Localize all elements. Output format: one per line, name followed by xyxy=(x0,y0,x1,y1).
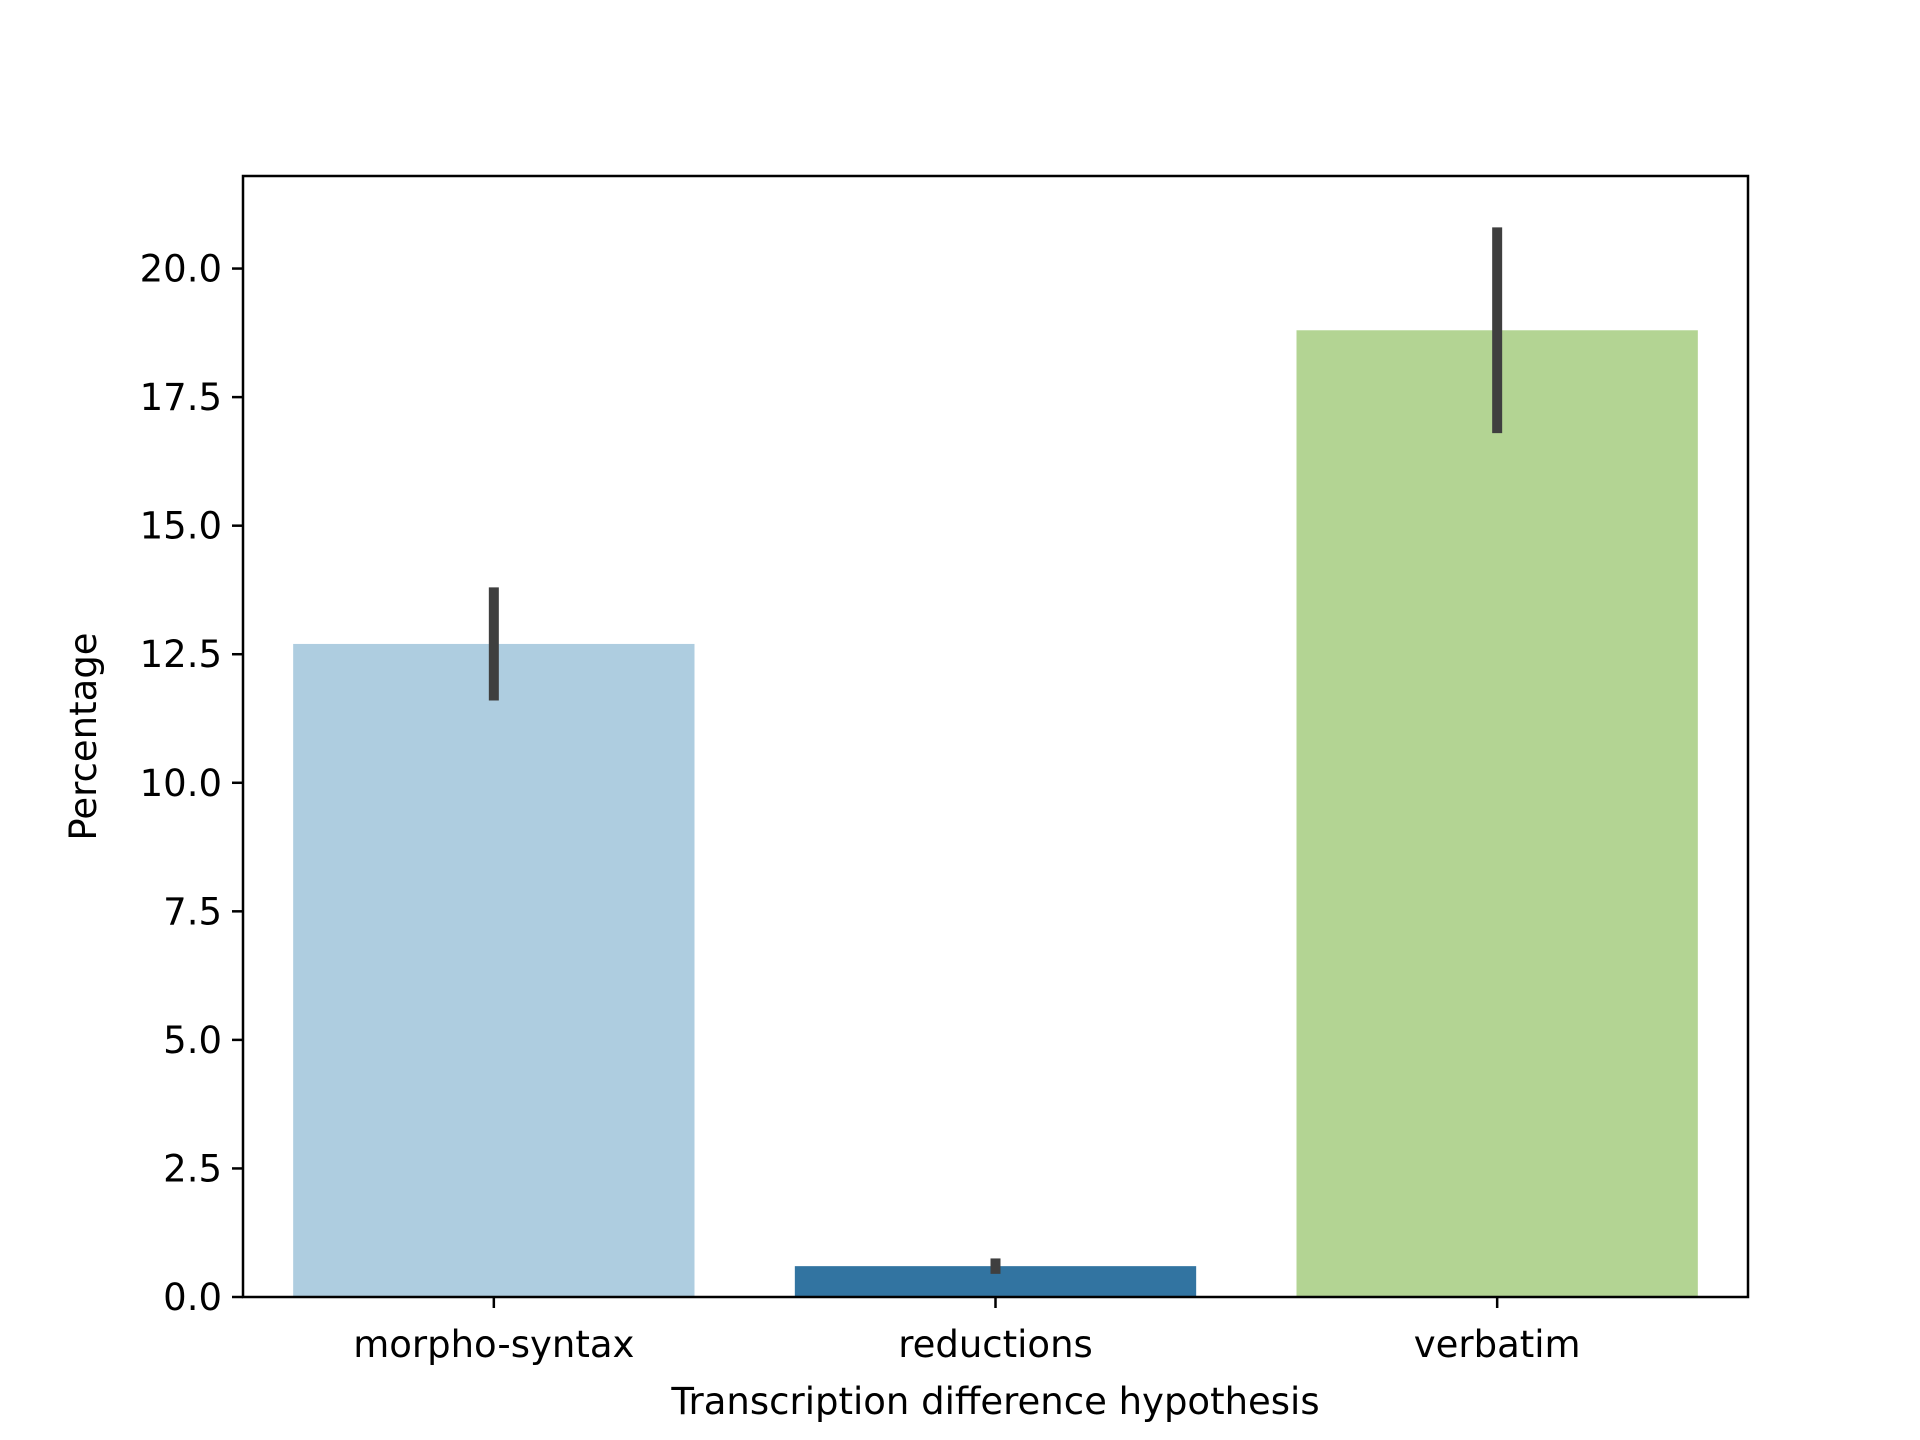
y-axis-ticks: 0.0 2.5 5.0 7.5 10.0 12.5 15.0 17.5 20.0 xyxy=(140,248,243,1319)
y-tick-label: 10.0 xyxy=(140,762,222,805)
y-axis-label: Percentage xyxy=(62,632,105,840)
y-tick-label: 7.5 xyxy=(163,890,222,933)
x-axis-ticks: morpho-syntax reductions verbatim xyxy=(353,1297,1581,1366)
y-tick-label: 2.5 xyxy=(163,1147,222,1190)
error-bars-group xyxy=(488,227,1503,1274)
y-tick-label: 5.0 xyxy=(163,1019,222,1062)
bar-verbatim xyxy=(1296,330,1698,1297)
bars-group xyxy=(293,330,1698,1297)
y-tick-label: 0.0 xyxy=(163,1276,222,1319)
x-tick-label: verbatim xyxy=(1414,1323,1581,1366)
x-axis-label: Transcription difference hypothesis xyxy=(670,1380,1319,1423)
y-tick-label: 15.0 xyxy=(140,505,222,548)
x-tick-label: reductions xyxy=(898,1323,1093,1366)
y-tick-label: 17.5 xyxy=(140,376,222,419)
bar-morpho-syntax xyxy=(293,643,695,1297)
x-tick-label: morpho-syntax xyxy=(353,1323,634,1366)
y-tick-label: 12.5 xyxy=(140,633,222,676)
y-tick-label: 20.0 xyxy=(140,248,222,291)
